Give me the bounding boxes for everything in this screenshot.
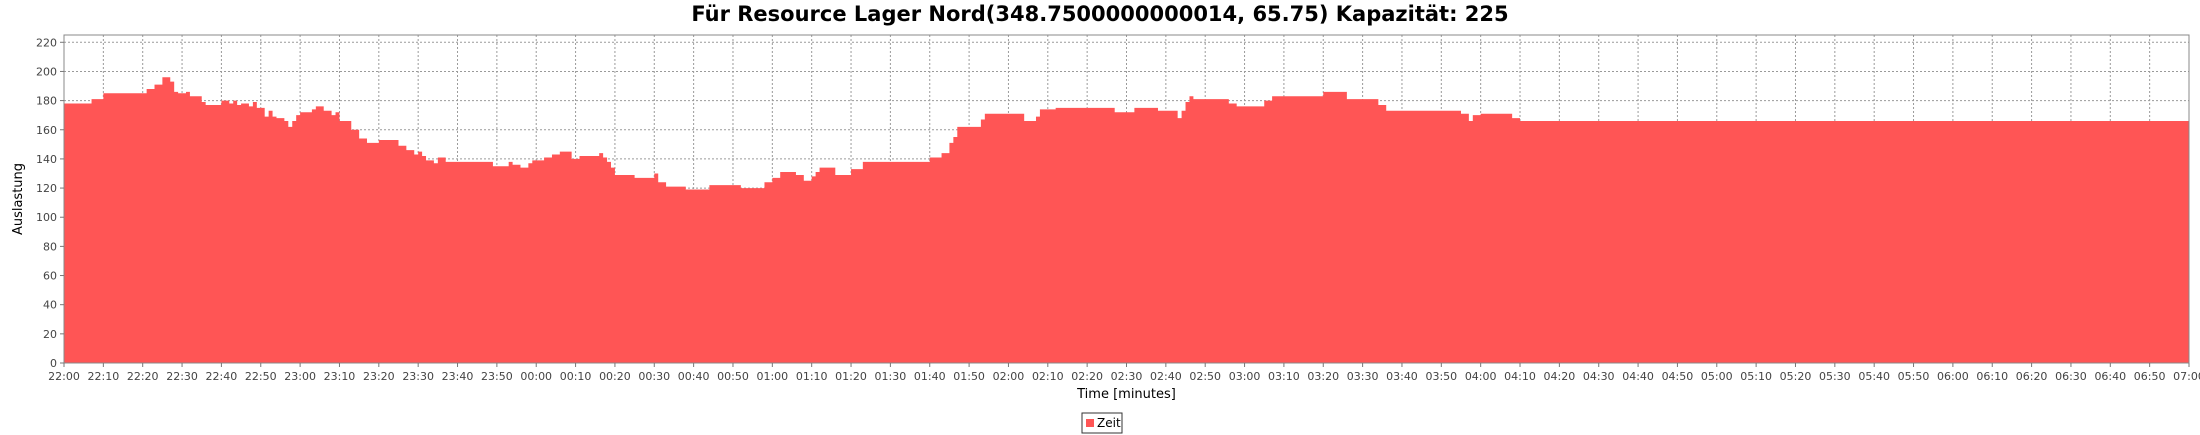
x-tick-label: 02:10 (1032, 370, 1064, 383)
x-tick-label: 05:00 (1701, 370, 1733, 383)
x-tick-label: 23:50 (481, 370, 513, 383)
x-tick-label: 01:40 (914, 370, 946, 383)
x-tick-label: 04:50 (1662, 370, 1694, 383)
x-tick-label: 02:20 (1071, 370, 1103, 383)
x-tick-label: 00:50 (717, 370, 749, 383)
x-tick-label: 04:40 (1622, 370, 1654, 383)
y-axis: 0 20 40 60 80 100 120 140 160 180 200 220 (36, 36, 64, 370)
y-tick-label: 100 (36, 211, 57, 224)
x-tick-label: 01:50 (953, 370, 985, 383)
y-tick-label: 180 (36, 95, 57, 108)
y-tick-label: 160 (36, 124, 57, 137)
x-tick-label: 22:30 (166, 370, 198, 383)
y-tick-label: 0 (50, 357, 57, 370)
series-area-group (64, 77, 2189, 363)
x-tick-label: 23:00 (284, 370, 316, 383)
x-tick-label: 05:30 (1819, 370, 1851, 383)
x-tick-label: 05:40 (1858, 370, 1890, 383)
x-tick-label: 22:50 (245, 370, 277, 383)
x-tick-label: 23:30 (402, 370, 434, 383)
x-tick-label: 01:30 (875, 370, 907, 383)
x-tick-label: 00:00 (520, 370, 552, 383)
x-tick-label: 01:20 (835, 370, 867, 383)
x-tick-label: 04:20 (1544, 370, 1576, 383)
x-tick-label: 23:40 (442, 370, 474, 383)
x-tick-label: 00:30 (638, 370, 670, 383)
x-tick-label: 00:40 (678, 370, 710, 383)
y-tick-label: 80 (43, 240, 57, 253)
y-tick-label: 140 (36, 153, 57, 166)
x-axis: 22:00 22:10 22:20 22:30 22:40 22:50 23:00 23:10… (48, 363, 2200, 383)
legend-label: Zeit (1097, 416, 1121, 430)
x-tick-label: 01:10 (796, 370, 828, 383)
legend-box (1081, 412, 1123, 434)
chart-title: Für Resource Lager Nord(348.750000000001… (691, 2, 1508, 26)
x-tick-label: 22:10 (88, 370, 120, 383)
x-tick-label: 23:10 (324, 370, 356, 383)
x-tick-label: 00:20 (599, 370, 631, 383)
x-axis-label: Time [minutes] (1076, 387, 1176, 402)
y-tick-label: 60 (43, 270, 57, 283)
x-tick-label: 06:50 (2134, 370, 2166, 383)
x-tick-label: 03:50 (1425, 370, 1457, 383)
x-tick-label: 02:30 (1111, 370, 1143, 383)
y-axis-label: Auslastung (11, 163, 26, 235)
x-tick-label: 03:00 (1229, 370, 1261, 383)
x-tick-label: 04:00 (1465, 370, 1497, 383)
x-tick-label: 03:30 (1347, 370, 1379, 383)
x-tick-label: 22:20 (127, 370, 159, 383)
y-tick-label: 200 (36, 65, 57, 78)
x-tick-label: 06:10 (1976, 370, 2008, 383)
x-tick-label: 04:30 (1583, 370, 1615, 383)
x-tick-label: 05:50 (1898, 370, 1930, 383)
y-tick-label: 120 (36, 182, 57, 195)
x-tick-label: 03:40 (1386, 370, 1418, 383)
x-tick-label: 22:00 (48, 370, 80, 383)
y-tick-label: 20 (43, 328, 57, 341)
x-tick-label: 05:10 (1740, 370, 1772, 383)
x-tick-label: 07:00 (2173, 370, 2200, 383)
x-tick-label: 06:30 (2055, 370, 2087, 383)
x-tick-label: 02:00 (993, 370, 1025, 383)
series-area-zeit (64, 77, 2189, 363)
x-tick-label: 02:40 (1150, 370, 1182, 383)
x-tick-label: 03:10 (1268, 370, 1300, 383)
x-tick-label: 05:20 (1780, 370, 1812, 383)
x-tick-label: 22:40 (206, 370, 238, 383)
y-tick-label: 220 (36, 36, 57, 49)
x-tick-label: 03:20 (1307, 370, 1339, 383)
x-tick-label: 06:20 (2016, 370, 2048, 383)
x-tick-label: 23:20 (363, 370, 395, 383)
x-tick-label: 04:10 (1504, 370, 1536, 383)
y-tick-label: 40 (43, 299, 57, 312)
x-tick-label: 00:10 (560, 370, 592, 383)
legend: Zeit (1081, 412, 1123, 434)
x-tick-label: 01:00 (756, 370, 788, 383)
x-tick-label: 02:50 (1189, 370, 1221, 383)
x-tick-label: 06:00 (1937, 370, 1969, 383)
legend-swatch (1086, 419, 1094, 427)
x-tick-label: 06:40 (2094, 370, 2126, 383)
